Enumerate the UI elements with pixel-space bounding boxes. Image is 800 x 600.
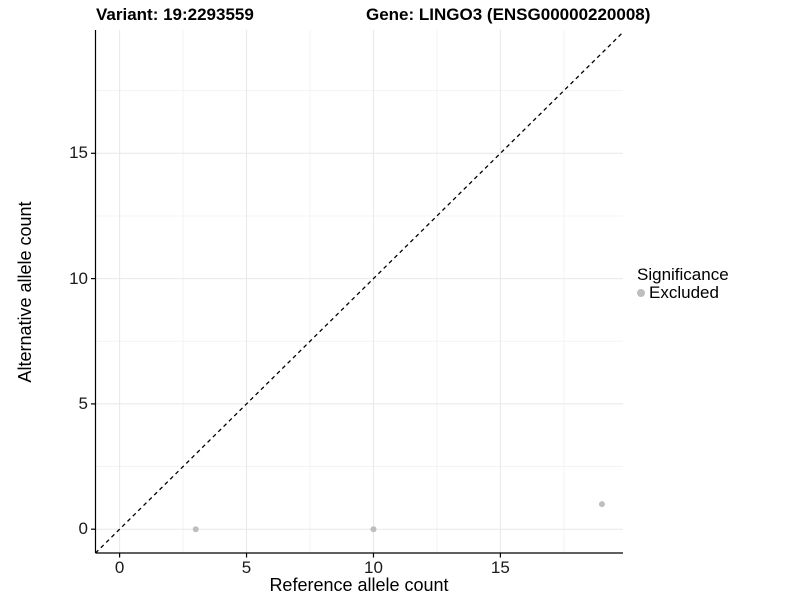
data-point: [370, 526, 377, 533]
data-point: [598, 501, 605, 508]
legend-point-icon: [637, 289, 645, 297]
x-tick-label: 15: [490, 558, 510, 577]
y-tick-label: 15: [69, 143, 88, 163]
y-tick-label: 0: [78, 519, 88, 539]
x-axis-title: Reference allele count: [269, 575, 449, 595]
x-tick-label: 5: [241, 558, 252, 577]
y-axis-title: Alternative allele count: [15, 201, 35, 383]
x-tick-label: 10: [363, 558, 383, 577]
legend: Significance Excluded: [637, 265, 729, 302]
plot-title-variant: Variant: 19:2293559: [96, 5, 254, 24]
legend-title: Significance: [637, 265, 729, 284]
plot-title-gene: Gene: LINGO3 (ENSG00000220008): [366, 5, 651, 24]
legend-entries: Excluded: [637, 284, 729, 302]
y-tick-label: 5: [78, 393, 88, 413]
identity-dashed-line: [95, 31, 624, 554]
legend-entry-label: Excluded: [649, 283, 719, 302]
y-tick-label: 10: [69, 268, 88, 288]
x-tick-label: 0: [114, 558, 125, 577]
data-point: [192, 526, 199, 533]
legend-entry: Excluded: [637, 284, 729, 302]
